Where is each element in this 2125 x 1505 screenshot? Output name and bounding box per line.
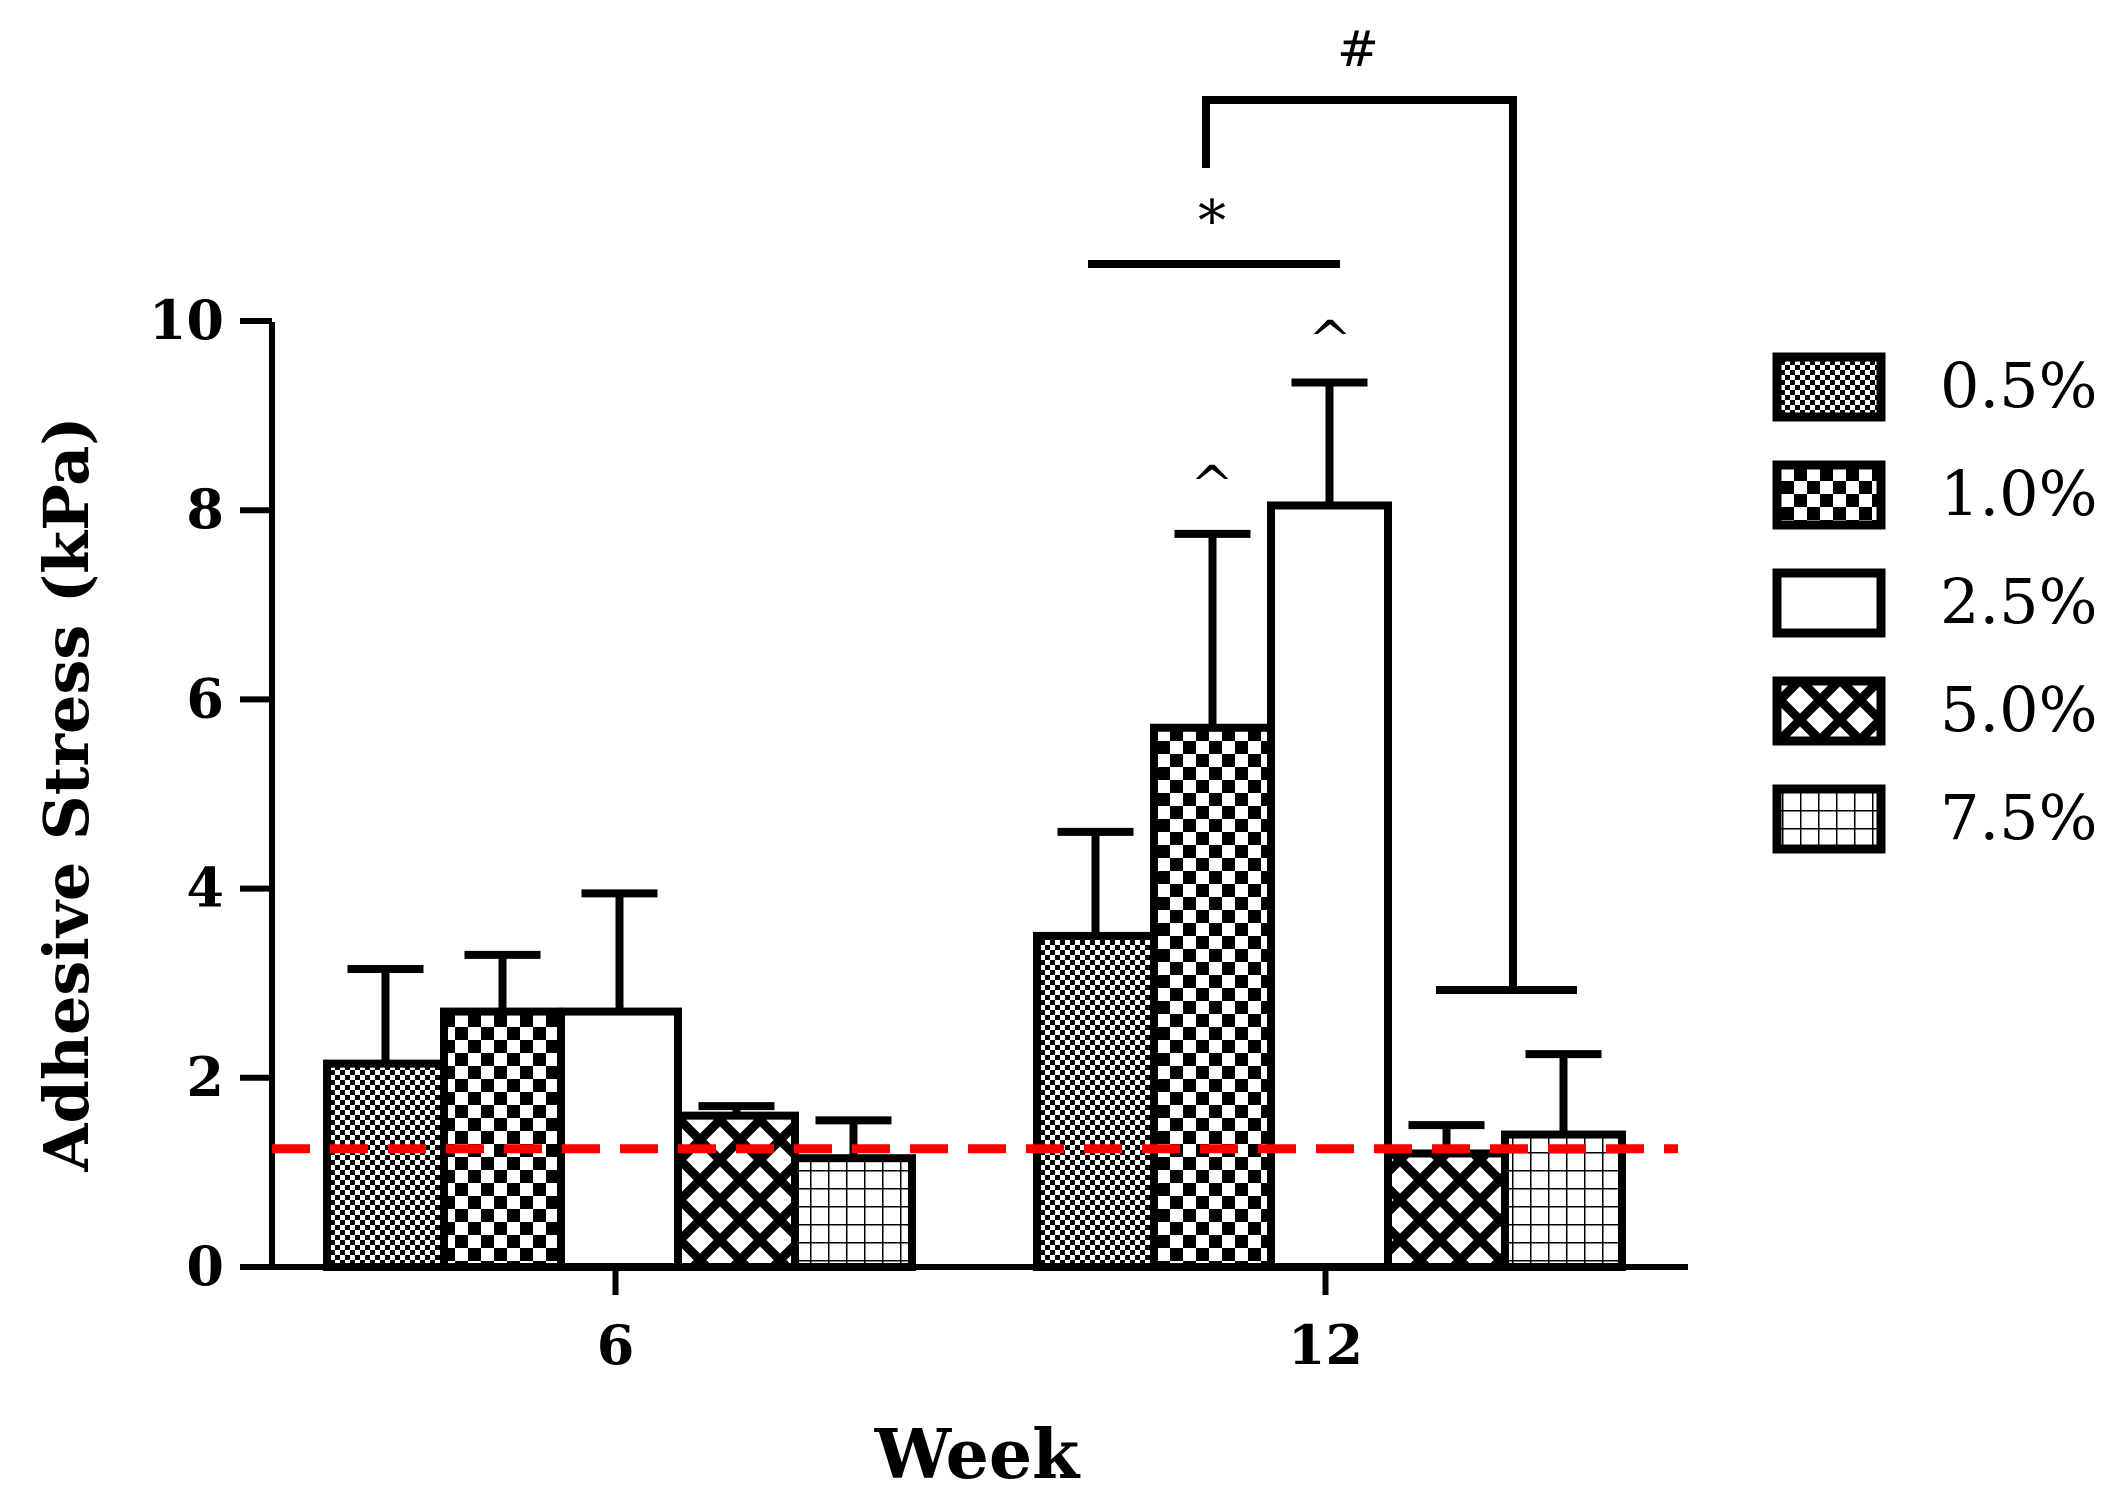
bar-5-0pct-week-6 <box>674 1111 799 1272</box>
hash-annotation: # <box>1337 20 1379 78</box>
y-tick-label: 10 <box>149 288 224 352</box>
caret-annotation-2-5pct: ^ <box>1308 311 1352 371</box>
legend-label: 1.0% <box>1940 457 2098 530</box>
y-tick-label: 6 <box>186 666 224 730</box>
bar-1-0pct-week-6 <box>440 1007 565 1272</box>
y-tick-label: 0 <box>186 1234 224 1298</box>
x-tick-label: 6 <box>597 1313 635 1377</box>
legend-label: 7.5% <box>1940 781 2098 854</box>
legend-label: 5.0% <box>1940 673 2098 746</box>
legend-label: 2.5% <box>1940 565 2098 638</box>
legend-swatch <box>1772 676 1886 746</box>
y-tick-label: 4 <box>186 856 224 920</box>
bar-7-5pct-week-6 <box>791 1154 916 1271</box>
x-axis-title: Week <box>874 1415 1081 1495</box>
y-tick-label: 2 <box>186 1045 224 1109</box>
bar-1-0pct-week-12 <box>1150 723 1275 1271</box>
bar-0-5pct-week-12 <box>1033 931 1158 1272</box>
hash-bracket-line <box>1202 96 1517 990</box>
legend-swatch <box>1772 460 1886 530</box>
bar-2-5pct-week-6 <box>557 1007 682 1272</box>
caret-annotation-1pct: ^ <box>1190 456 1234 516</box>
y-tick-label: 8 <box>186 477 224 541</box>
bar-7-5pct-week-12 <box>1501 1130 1626 1272</box>
legend-swatch <box>1772 784 1886 854</box>
star-annotation: * <box>1198 189 1226 254</box>
legend-label: 0.5% <box>1940 349 2098 422</box>
bar-5-0pct-week-12 <box>1384 1149 1509 1271</box>
legend: 0.5% 1.0% 2.5% 5.0% 7.5% <box>1772 349 2098 854</box>
y-axis-title: Adhesive Stress (kPa) <box>30 416 103 1172</box>
legend-swatch <box>1772 352 1886 422</box>
legend-swatch <box>1772 568 1886 638</box>
x-tick-label: 12 <box>1288 1313 1363 1377</box>
bar-0-5pct-week-6 <box>323 1059 448 1271</box>
